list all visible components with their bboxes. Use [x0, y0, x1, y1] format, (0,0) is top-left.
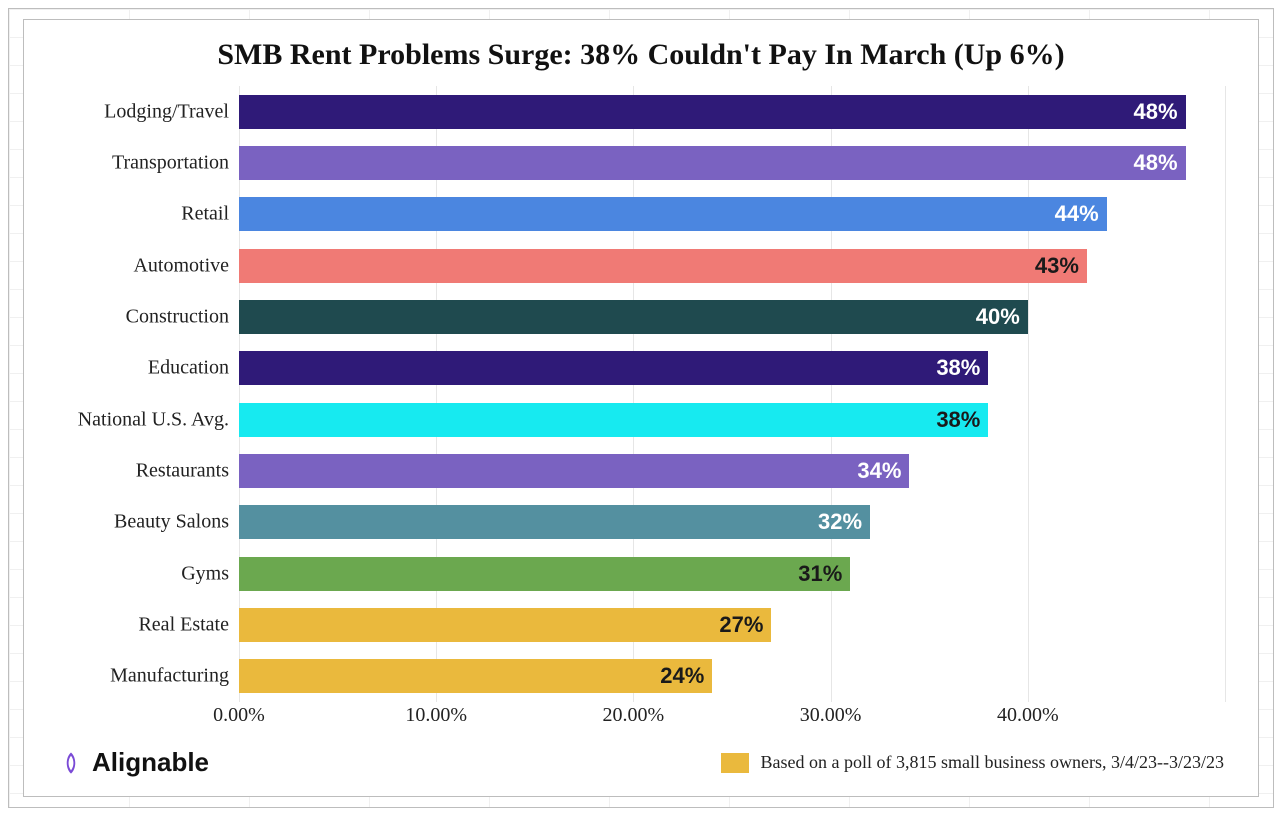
bar-value-label: 44%	[1055, 201, 1099, 227]
footnote-text: Based on a poll of 3,815 small business …	[761, 752, 1224, 773]
bar-value-label: 43%	[1035, 253, 1079, 279]
bar-value-label: 48%	[1134, 150, 1178, 176]
bars-container: Lodging/Travel48%Transportation48% Retail…	[239, 86, 1225, 702]
bar-row: Manufacturing24%	[239, 653, 1225, 700]
category-label: Automotive	[133, 254, 229, 277]
brand-logo-icon	[58, 750, 84, 776]
bar: 48%	[239, 95, 1186, 129]
bar-value-label: 48%	[1134, 99, 1178, 125]
bar: 31%	[239, 557, 850, 591]
bar-value-label: 27%	[719, 612, 763, 638]
bar: 48%	[239, 146, 1186, 180]
bar: 38%	[239, 351, 988, 385]
bar-value-label: 38%	[936, 355, 980, 381]
bar-row: Retail44%	[239, 191, 1225, 238]
x-tick-label: 40.00%	[997, 704, 1059, 727]
footnote: Based on a poll of 3,815 small business …	[721, 752, 1224, 773]
plot-area: Lodging/Travel48%Transportation48% Retail…	[239, 86, 1225, 702]
bar-row: Automotive43%	[239, 242, 1225, 289]
bar: 43%	[239, 249, 1087, 283]
category-label: Restaurants	[136, 459, 229, 482]
bar-value-label: 40%	[976, 304, 1020, 330]
bar-value-label: 32%	[818, 509, 862, 535]
bar-row: Construction40%	[239, 293, 1225, 340]
bar-row: Real Estate27%	[239, 601, 1225, 648]
bar-row: Gyms31%	[239, 550, 1225, 597]
x-tick-label: 10.00%	[405, 704, 467, 727]
bar-value-label: 31%	[798, 561, 842, 587]
bar-row: Transportation48%	[239, 139, 1225, 186]
category-label: Education	[148, 357, 229, 380]
bar: 32%	[239, 505, 870, 539]
category-label: National U.S. Avg.	[78, 408, 229, 431]
bar-row: Lodging/Travel48%	[239, 88, 1225, 135]
bar: 44%	[239, 197, 1107, 231]
bar: 24%	[239, 659, 712, 693]
bar: 27%	[239, 608, 771, 642]
bar-row: Beauty Salons32%	[239, 499, 1225, 546]
category-label: Manufacturing	[110, 665, 229, 688]
chart-card: SMB Rent Problems Surge: 38% Couldn't Pa…	[23, 19, 1259, 797]
category-label: Real Estate	[138, 613, 229, 636]
chart-title: SMB Rent Problems Surge: 38% Couldn't Pa…	[24, 38, 1258, 72]
category-label: Transportation	[112, 151, 229, 174]
bar: 34%	[239, 454, 909, 488]
bar: 40%	[239, 300, 1028, 334]
category-label: Construction	[126, 305, 229, 328]
brand: Alignable	[58, 747, 209, 778]
bar-row: National U.S. Avg.38%	[239, 396, 1225, 443]
x-tick-label: 0.00%	[213, 704, 265, 727]
x-tick-label: 30.00%	[800, 704, 862, 727]
bar: 38%	[239, 403, 988, 437]
spreadsheet-background: SMB Rent Problems Surge: 38% Couldn't Pa…	[8, 8, 1274, 808]
category-label: Lodging/Travel	[104, 100, 229, 123]
brand-name: Alignable	[92, 747, 209, 778]
gridline	[1225, 86, 1226, 702]
chart-footer: Alignable Based on a poll of 3,815 small…	[58, 747, 1224, 778]
footnote-swatch	[721, 753, 749, 773]
bar-value-label: 38%	[936, 407, 980, 433]
bar-value-label: 34%	[857, 458, 901, 484]
bar-row: Restaurants34%	[239, 447, 1225, 494]
x-axis-ticks: 0.00%10.00%20.00%30.00%40.00%	[239, 704, 1225, 734]
category-label: Beauty Salons	[114, 511, 229, 534]
category-label: Retail	[181, 203, 229, 226]
category-label: Gyms	[181, 562, 229, 585]
bar-value-label: 24%	[660, 663, 704, 689]
bar-row: Education38%	[239, 345, 1225, 392]
x-tick-label: 20.00%	[603, 704, 665, 727]
